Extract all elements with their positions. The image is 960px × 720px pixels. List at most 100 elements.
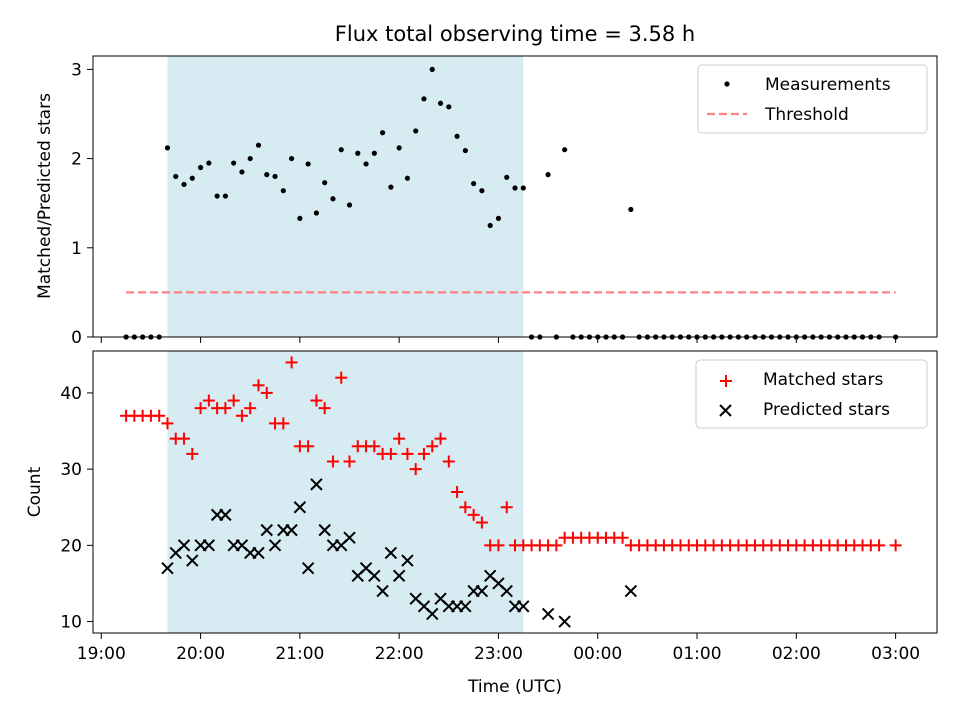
predicted-stars-point xyxy=(541,607,555,621)
matched-stars-point xyxy=(492,539,505,552)
bottom-y-axis-label: Count xyxy=(25,466,45,517)
measurement-point xyxy=(471,180,477,187)
predicted-stars-point xyxy=(401,554,414,567)
predicted-stars-point xyxy=(219,508,232,522)
matched-stars-point xyxy=(244,402,257,415)
predicted-stars-point xyxy=(426,607,439,621)
measurement-point xyxy=(206,160,212,166)
measurement-point xyxy=(520,185,526,191)
matched-stars-point xyxy=(442,455,455,468)
bottom-legend: Matched stars Predicted stars xyxy=(695,359,928,429)
predicted-stars-point xyxy=(202,539,216,552)
matched-stars-point xyxy=(343,455,356,468)
measurement-point xyxy=(380,130,386,136)
measurement-point xyxy=(512,185,518,191)
legend-matched-label: Matched stars xyxy=(763,370,883,390)
matched-stars-point xyxy=(550,539,563,552)
measurement-point xyxy=(222,193,228,199)
measurement-point xyxy=(255,142,262,148)
legend-measurements-marker xyxy=(724,81,730,87)
measurement-point xyxy=(388,184,394,190)
measurement-point xyxy=(628,206,634,213)
measurement-point xyxy=(181,181,187,188)
measurement-point xyxy=(421,96,427,102)
measurement-point xyxy=(197,164,204,171)
measurement-point xyxy=(189,175,195,181)
predicted-stars-point xyxy=(475,584,489,598)
matched-stars-point xyxy=(335,371,348,384)
measurement-point xyxy=(545,172,551,178)
y-tick-label: 10 xyxy=(60,613,82,633)
y-tick-label: 2 xyxy=(71,150,82,170)
measurement-point xyxy=(437,100,444,106)
predicted-stars-point xyxy=(500,584,513,598)
top-legend: Measurements Threshold xyxy=(697,64,928,134)
measurement-point xyxy=(495,215,502,221)
x-tick-label: 00:00 xyxy=(573,644,622,664)
top-y-axis-label: Matched/Predicted stars xyxy=(35,93,55,299)
legend-measurements-label: Measurements xyxy=(765,75,891,95)
predicted-stars-point xyxy=(301,562,315,575)
measurement-point xyxy=(313,210,320,216)
predicted-stars-point xyxy=(310,478,323,491)
measurement-point xyxy=(371,150,377,156)
legend-predicted-marker xyxy=(719,404,732,417)
predicted-stars-point xyxy=(293,501,307,514)
measurement-point xyxy=(562,147,568,153)
y-tick-label: 3 xyxy=(71,60,82,80)
measurement-point xyxy=(346,202,353,208)
matched-stars-point xyxy=(616,531,629,544)
matched-stars-point xyxy=(873,539,886,552)
measurement-point xyxy=(446,104,452,110)
matched-stars-point xyxy=(302,440,315,453)
matched-stars-point xyxy=(500,501,513,514)
x-tick-label: 22:00 xyxy=(375,644,424,664)
measurement-point xyxy=(264,172,270,178)
matched-stars-point xyxy=(401,447,414,460)
measurement-point xyxy=(305,161,311,167)
predicted-stars-point xyxy=(177,539,191,552)
x-tick-label: 21:00 xyxy=(275,644,324,664)
x-tick-label: 19:00 xyxy=(77,644,126,664)
measurement-point xyxy=(479,188,485,194)
matched-stars-point xyxy=(219,402,232,415)
matched-stars-point xyxy=(194,402,207,415)
measurement-point xyxy=(330,196,336,202)
bottom-plot-marks xyxy=(120,356,902,628)
measurement-point xyxy=(297,215,303,221)
top-legend-box xyxy=(697,64,928,134)
measurement-point xyxy=(487,222,493,229)
measurement-point xyxy=(338,147,344,153)
measurement-point xyxy=(239,169,245,175)
predicted-stars-point xyxy=(624,584,638,598)
measurement-point xyxy=(280,188,286,194)
predicted-stars-point xyxy=(268,539,282,552)
matched-stars-point xyxy=(202,394,215,407)
bottom-axis-ticks: 10 20 30 40 19:00 20:00 21:00 22:00 23:00 00:00 01… xyxy=(60,384,920,664)
matched-stars-point xyxy=(235,409,248,422)
measurement-point xyxy=(355,150,361,156)
matched-stars-point xyxy=(459,501,472,514)
measurement-point xyxy=(396,145,402,151)
matched-stars-point xyxy=(384,447,397,460)
predicted-stars-point xyxy=(384,546,398,560)
measurement-point xyxy=(214,193,220,199)
x-axis-label: Time (UTC) xyxy=(467,677,562,697)
measurement-point xyxy=(173,173,179,180)
predicted-stars-point xyxy=(161,562,174,575)
predicted-stars-point xyxy=(343,531,356,544)
matched-stars-point xyxy=(153,409,166,422)
measurement-point xyxy=(322,180,328,186)
matched-stars-point xyxy=(889,539,902,552)
predicted-stars-point xyxy=(186,554,199,567)
matched-stars-point xyxy=(277,417,290,430)
top-axis-ticks: 0 1 2 3 xyxy=(71,60,897,348)
matched-stars-point xyxy=(227,394,240,407)
x-tick-label: 20:00 xyxy=(176,644,225,664)
measurement-point xyxy=(231,160,237,166)
x-tick-label: 23:00 xyxy=(474,644,523,664)
y-tick-label: 0 xyxy=(71,328,82,348)
measurement-point xyxy=(363,161,369,167)
matched-stars-point xyxy=(260,386,273,399)
